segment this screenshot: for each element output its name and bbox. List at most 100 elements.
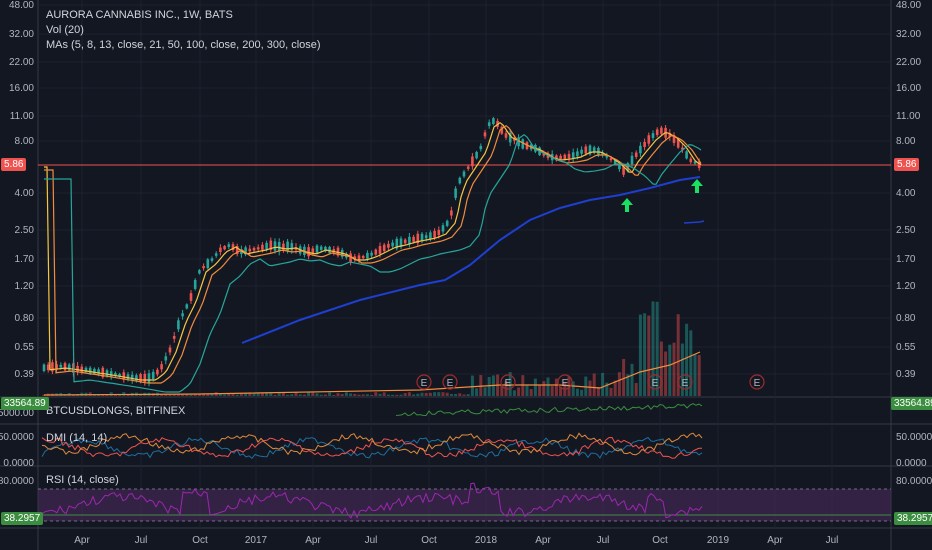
- candle-body: [521, 139, 525, 149]
- candle-body: [391, 242, 394, 247]
- volume-bar: [307, 392, 311, 396]
- volume-indicator-label[interactable]: Vol (20): [46, 24, 84, 36]
- candle-body: [622, 166, 625, 175]
- candle-body: [643, 141, 646, 148]
- dmi-tick-left: 50.0000: [0, 432, 34, 443]
- candle-body: [588, 145, 592, 155]
- dmi-indicator-title[interactable]: DMI (14, 14): [46, 432, 108, 444]
- ma-200-line: [241, 176, 701, 344]
- dmi-line: [41, 432, 703, 456]
- price-tick-left: 0.80: [15, 313, 35, 324]
- candle-body: [307, 247, 310, 257]
- volume-bar: [239, 393, 243, 396]
- price-tick-right: 8.00: [896, 136, 916, 147]
- volume-bar: [332, 394, 336, 396]
- time-axis-label: Oct: [652, 535, 668, 546]
- price-tick-left: 22.00: [9, 57, 34, 68]
- rsi-tick-right: 80.0000: [896, 476, 932, 487]
- volume-bar: [626, 374, 630, 396]
- price-tick-right: 16.00: [896, 83, 921, 94]
- candle-body: [672, 135, 676, 143]
- volume-bar: [428, 392, 432, 396]
- volume-bar: [416, 393, 420, 396]
- candle-body: [681, 147, 684, 150]
- volume-bar: [370, 394, 374, 396]
- price-tick-right: 0.39: [896, 369, 916, 380]
- candle-body: [223, 246, 226, 250]
- candle-body: [265, 242, 268, 250]
- price-tick-right: 1.20: [896, 281, 916, 292]
- volume-bar: [634, 382, 638, 396]
- earnings-marker-label: E: [505, 378, 512, 389]
- candle-body: [227, 244, 231, 247]
- candle-body: [689, 158, 693, 163]
- volume-bar: [525, 385, 529, 396]
- time-axis-label: Oct: [421, 535, 437, 546]
- btc-value-badge-left: 33564.89: [1, 397, 49, 410]
- volume-bar: [609, 388, 613, 396]
- candle-body: [181, 313, 184, 317]
- volume-bar: [412, 394, 416, 396]
- candle-body: [441, 225, 445, 232]
- candle-body: [466, 166, 470, 169]
- price-tick-right: 1.70: [896, 254, 916, 265]
- candle-body: [424, 235, 428, 239]
- volume-bar: [655, 301, 659, 396]
- candle-body: [177, 320, 180, 330]
- candle-body: [634, 152, 638, 157]
- candle-body: [420, 233, 424, 242]
- candle-body: [185, 304, 189, 309]
- time-axis-label: Apr: [535, 535, 551, 546]
- time-axis-label: Jul: [135, 535, 148, 546]
- price-tick-left: 48.00: [9, 0, 34, 11]
- candle-body: [361, 255, 365, 259]
- candle-body: [647, 135, 651, 144]
- earnings-marker: [749, 374, 765, 390]
- btc-value-badge-right: 33564.89: [891, 397, 932, 410]
- volume-bar: [340, 394, 344, 396]
- candle-body: [462, 171, 466, 177]
- volume-bar: [336, 393, 340, 396]
- candle-body: [198, 270, 201, 274]
- volume-bar: [571, 381, 575, 396]
- volume-bar: [685, 323, 689, 396]
- candle-body: [429, 232, 432, 240]
- candle-body: [651, 133, 655, 138]
- price-tick-right: 0.55: [896, 342, 916, 353]
- candle-body: [408, 236, 411, 244]
- candle-body: [601, 152, 604, 156]
- volume-bar: [139, 394, 143, 396]
- candle-body: [433, 230, 436, 238]
- current-price-badge-right: 5.86: [894, 158, 920, 171]
- volume-bar: [273, 394, 277, 396]
- volume-bar: [693, 354, 697, 396]
- candle-body: [655, 129, 659, 136]
- volume-bar: [575, 388, 579, 396]
- candle-body: [193, 279, 197, 289]
- candle-body: [139, 374, 142, 382]
- price-tick-left: 1.20: [15, 281, 35, 292]
- candle-body: [349, 253, 352, 263]
- volume-bar: [113, 394, 117, 396]
- price-tick-right: 32.00: [896, 29, 921, 40]
- volume-bar: [248, 392, 252, 396]
- volume-bar: [487, 376, 491, 396]
- candle-body: [382, 244, 386, 252]
- volume-bar: [533, 378, 537, 396]
- candle-body: [504, 133, 508, 138]
- volume-bar: [193, 394, 197, 396]
- volume-bar: [407, 392, 411, 396]
- volume-bar: [668, 344, 672, 396]
- candle-body: [273, 241, 277, 251]
- candle-body: [517, 137, 520, 147]
- candle-body: [151, 371, 155, 380]
- btc-indicator-title[interactable]: BTCUSDLONGS, BITFINEX: [46, 405, 186, 417]
- rsi-indicator-title[interactable]: RSI (14, close): [46, 474, 119, 486]
- volume-bar: [462, 394, 466, 396]
- volume-bar: [168, 394, 172, 396]
- candle-body: [693, 161, 697, 164]
- rsi-value-badge-right: 38.2957: [894, 512, 932, 525]
- candle-body: [571, 152, 575, 159]
- moving-averages-label[interactable]: MAs (5, 8, 13, close, 21, 50, 100, close…: [46, 39, 321, 51]
